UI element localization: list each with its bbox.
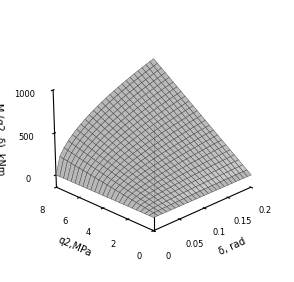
X-axis label: δ, rad: δ, rad [218,236,247,257]
Y-axis label: q2,MPa: q2,MPa [56,235,93,258]
